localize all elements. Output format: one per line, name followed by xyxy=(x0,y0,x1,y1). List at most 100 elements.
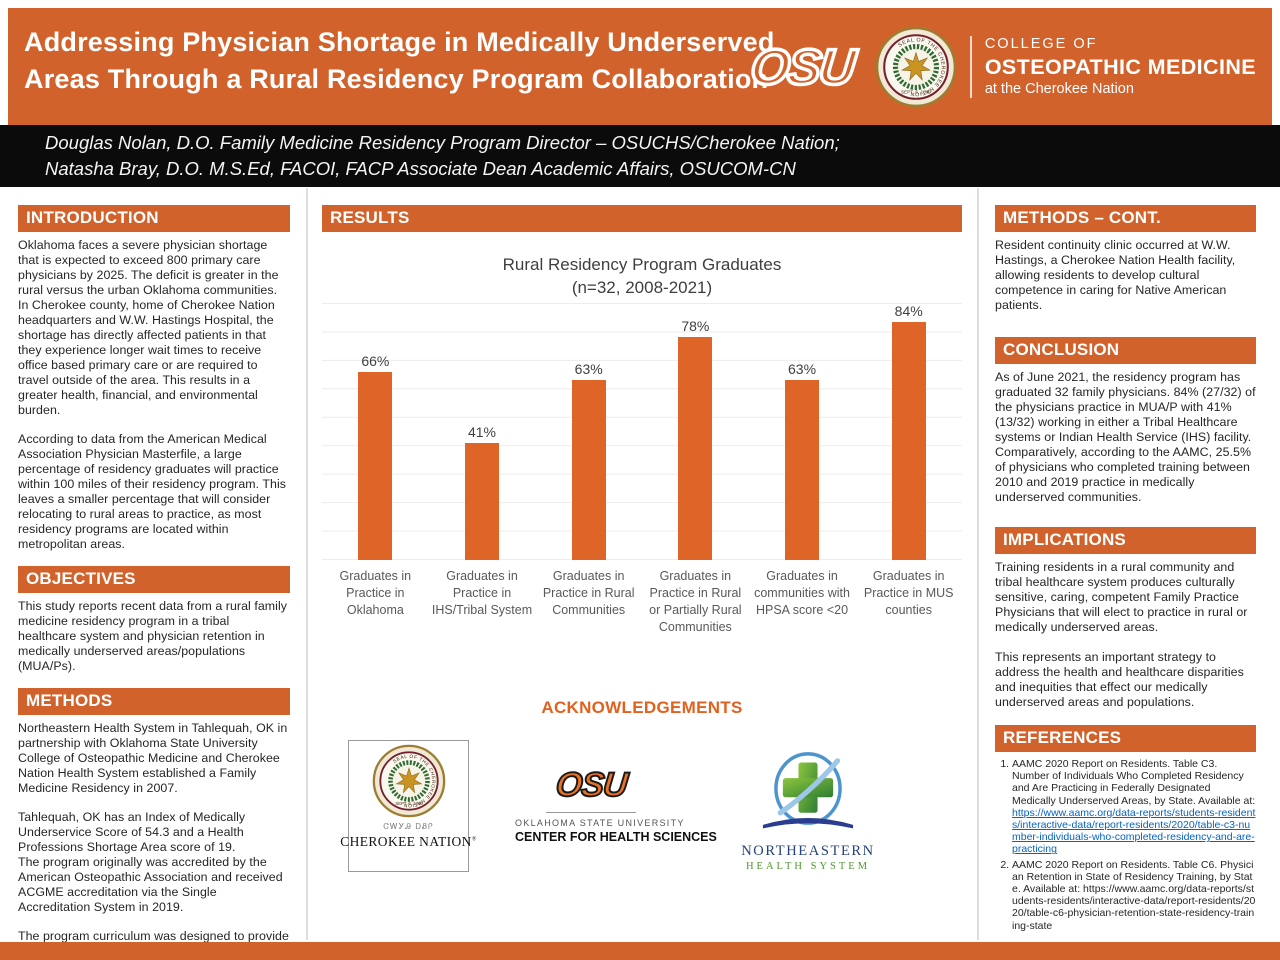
poster-title: Addressing Physician Shortage in Medical… xyxy=(24,24,775,98)
bar xyxy=(358,371,393,560)
header-logos: OSU COLLEGE OF OSTEOPATHIC MEDICINE at t… xyxy=(743,20,1256,114)
column-divider-left xyxy=(306,188,308,940)
chart-bar-column: 78% xyxy=(642,303,749,560)
methods-paragraph: Tahlequah, OK has an Index of Medically … xyxy=(18,810,283,914)
section-methods: METHODS Northeastern Health System in Ta… xyxy=(18,688,290,960)
title-line-1: Addressing Physician Shortage in Medical… xyxy=(24,27,775,57)
college-line-3: at the Cherokee Nation xyxy=(984,81,1134,98)
college-wordmark: COLLEGE OF OSTEOPATHIC MEDICINE at the C… xyxy=(985,35,1256,98)
bar-value-label: 84% xyxy=(894,303,923,319)
osu-logo: OSU xyxy=(553,765,630,805)
objectives-paragraph: This study reports recent data from a ru… xyxy=(18,599,287,673)
cherokee-nation-wordmark: CHEROKEE NATION® xyxy=(340,834,477,850)
methods-paragraph: Northeastern Health System in Tahlequah,… xyxy=(18,721,288,795)
column-divider-right xyxy=(977,188,979,940)
bar xyxy=(891,322,926,560)
section-conclusion: CONCLUSION As of June 2021, the residenc… xyxy=(995,337,1256,505)
osu-chs-logo: OSU OKLAHOMA STATE UNIVERSITY CENTER FOR… xyxy=(515,765,717,844)
methods-cont-paragraph: Resident continuity clinic occurred at W… xyxy=(995,238,1236,312)
osu-center-text: CENTER FOR HEALTH SCIENCES xyxy=(515,830,717,844)
cherokee-nation-seal-icon xyxy=(372,744,446,818)
reference-item: AAMC 2020 Report on Residents. Table C6.… xyxy=(1012,859,1256,932)
objectives-heading: OBJECTIVES xyxy=(18,566,290,593)
section-implications: IMPLICATIONS Training residents in a rur… xyxy=(995,527,1256,710)
section-introduction: INTRODUCTION Oklahoma faces a severe phy… xyxy=(18,205,290,552)
cherokee-nation-seal-icon xyxy=(875,26,957,108)
cherokee-nation-name: CHEROKEE NATION xyxy=(340,834,472,849)
northeastern-name: NORTHEASTERN xyxy=(741,843,875,859)
college-line-1: COLLEGE OF xyxy=(984,36,1098,53)
reference-item: AAMC 2020 Report on Residents. Table C3.… xyxy=(1012,758,1256,856)
northeastern-cross-icon xyxy=(762,752,854,829)
category-label: Graduates in Practice in Rural or Partia… xyxy=(649,569,742,634)
acknowledgement-logos: ᏣᎳᎩᎯ ᎠᏰᎵ CHEROKEE NATION® OSU OKLAHOMA S… xyxy=(322,740,962,872)
acknowledgements-heading: ACKNOWLEDGEMENTS xyxy=(541,698,743,717)
bar-value-label: 63% xyxy=(574,361,603,378)
category-label: Graduates in Practice in Rural Communiti… xyxy=(542,569,635,617)
reference-list: AAMC 2020 Report on Residents. Table C3.… xyxy=(995,758,1256,932)
cherokee-nation-logo: ᏣᎳᎩᎯ ᎠᏰᎵ CHEROKEE NATION® xyxy=(340,740,476,872)
section-references: REFERENCES AAMC 2020 Report on Residents… xyxy=(995,725,1256,932)
category-label: Graduates in Practice in IHS/Tribal Syst… xyxy=(431,569,533,617)
center-column: RESULTS Rural Residency Program Graduate… xyxy=(322,205,962,872)
chart-title: Rural Residency Program Graduates (n=32,… xyxy=(322,253,962,299)
methods-heading: METHODS xyxy=(18,688,290,715)
author-line-1: Douglas Nolan, D.O. Family Medicine Resi… xyxy=(45,132,840,153)
header-banner: Addressing Physician Shortage in Medical… xyxy=(8,8,1272,125)
chart-categories: Graduates in Practice in Oklahoma Graduat… xyxy=(322,568,962,636)
right-column: METHODS – CONT. Resident continuity clin… xyxy=(995,205,1256,937)
footer-bar xyxy=(0,942,1280,960)
section-methods-cont: METHODS – CONT. Resident continuity clin… xyxy=(995,205,1256,313)
chart-plot: 66% 41% 63% 78% 63% 84% xyxy=(322,303,962,560)
introduction-heading: INTRODUCTION xyxy=(18,205,290,232)
northeastern-logo: NORTHEASTERN HEALTH SYSTEM xyxy=(733,748,883,872)
results-heading: RESULTS xyxy=(322,205,962,232)
northeastern-subtitle: HEALTH SYSTEM xyxy=(745,861,871,872)
introduction-paragraph: Oklahoma faces a severe physician shorta… xyxy=(18,238,279,417)
bar-value-label: 66% xyxy=(361,352,390,369)
author-line-2: Natasha Bray, D.O. M.S.Ed, FACOI, FACP A… xyxy=(45,158,796,179)
implications-heading: IMPLICATIONS xyxy=(995,527,1256,554)
references-heading: REFERENCES xyxy=(995,725,1256,752)
left-column: INTRODUCTION Oklahoma faces a severe phy… xyxy=(18,205,290,960)
conclusion-paragraph: As of June 2021, the residency program h… xyxy=(995,370,1256,504)
chart-bar-column: 66% xyxy=(322,303,429,560)
osu-logo: OSU xyxy=(747,37,859,97)
chart-bar-column: 63% xyxy=(749,303,856,560)
bar xyxy=(571,380,606,560)
chart-bar-column: 41% xyxy=(429,303,536,560)
chart-bar-column: 63% xyxy=(535,303,642,560)
spacer xyxy=(995,520,1256,527)
reference-text: AAMC 2020 Report on Residents. Table C3.… xyxy=(1012,758,1256,807)
author-bar: Douglas Nolan, D.O. Family Medicine Resi… xyxy=(0,125,1280,187)
bar xyxy=(785,380,820,560)
section-objectives: OBJECTIVES This study reports recent dat… xyxy=(18,566,290,674)
spacer xyxy=(995,328,1256,337)
implications-paragraph: Training residents in a rural community … xyxy=(995,560,1248,634)
results-chart: Rural Residency Program Graduates (n=32,… xyxy=(322,253,962,636)
osu-university-text: OKLAHOMA STATE UNIVERSITY xyxy=(515,818,685,828)
bar xyxy=(465,442,499,560)
conclusion-heading: CONCLUSION xyxy=(995,337,1256,364)
methods-cont-heading: METHODS – CONT. xyxy=(995,205,1256,232)
category-label: Graduates in Practice in Oklahoma xyxy=(339,569,412,617)
logo-rule xyxy=(546,812,636,813)
implications-paragraph: This represents an important strategy to… xyxy=(995,650,1244,709)
bar-value-label: 63% xyxy=(788,361,817,378)
bar-value-label: 78% xyxy=(681,318,710,335)
chart-bar-column: 84% xyxy=(855,303,962,560)
chart-title-line-1: Rural Residency Program Graduates xyxy=(502,255,782,274)
bar xyxy=(678,337,713,560)
cherokee-syllabary-text: ᏣᎳᎩᎯ ᎠᏰᎵ xyxy=(383,822,434,831)
bar-value-label: 41% xyxy=(467,423,497,440)
category-label: Graduates in Practice in MUS counties xyxy=(863,569,954,617)
title-line-2: Areas Through a Rural Residency Program … xyxy=(24,64,769,94)
category-label: Graduates in communities with HPSA score… xyxy=(754,569,850,617)
chart-title-line-2: (n=32, 2008-2021) xyxy=(571,278,713,297)
introduction-paragraph: According to data from the American Medi… xyxy=(18,432,287,551)
college-line-2: OSTEOPATHIC MEDICINE xyxy=(984,54,1256,79)
registered-mark: ® xyxy=(471,836,477,843)
reference-text: AAMC 2020 Report on Residents. Table C6.… xyxy=(1012,858,1256,932)
reference-link[interactable]: https://www.aamc.org/data-reports/studen… xyxy=(1012,806,1256,856)
